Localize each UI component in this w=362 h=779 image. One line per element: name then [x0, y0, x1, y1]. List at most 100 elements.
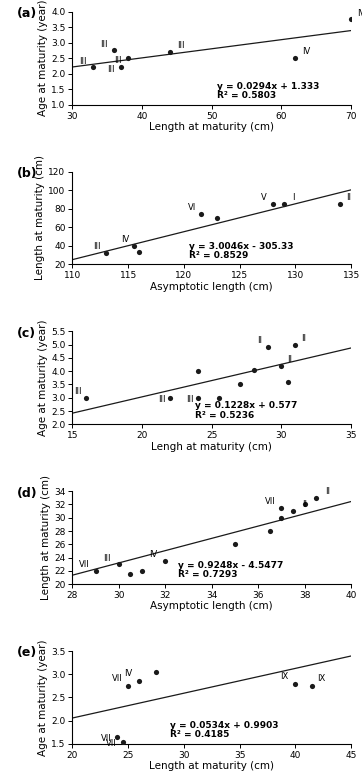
Point: [313, 492, 319, 504]
Text: III: III: [104, 554, 111, 562]
Text: y = 3.0046x - 305.33: y = 3.0046x - 305.33: [189, 241, 294, 251]
Y-axis label: Age at maturity (year): Age at maturity (year): [38, 319, 48, 436]
Point: [111, 44, 117, 57]
Text: R² = 0.5803: R² = 0.5803: [217, 91, 277, 100]
Point: [93, 565, 98, 577]
Text: y = 0.9248x - 4.5477: y = 0.9248x - 4.5477: [178, 561, 284, 570]
Point: [103, 247, 109, 259]
X-axis label: Lengh at maturity (cm): Lengh at maturity (cm): [151, 442, 272, 452]
Text: (c): (c): [17, 326, 36, 340]
Point: [292, 52, 298, 65]
Text: II: II: [346, 192, 352, 202]
Text: IV: IV: [121, 234, 129, 244]
Point: [337, 198, 343, 210]
Point: [292, 338, 298, 351]
Text: II: II: [257, 337, 262, 345]
X-axis label: Length at maturity (cm): Length at maturity (cm): [149, 122, 274, 132]
Point: [232, 538, 238, 551]
Point: [195, 365, 201, 377]
Point: [237, 379, 243, 391]
Text: IX: IX: [280, 671, 289, 681]
Text: VII: VII: [111, 674, 122, 683]
Point: [214, 212, 220, 224]
Point: [136, 675, 142, 687]
Point: [302, 499, 308, 511]
Point: [131, 240, 136, 252]
Text: (d): (d): [17, 487, 37, 499]
Text: R² = 0.8529: R² = 0.8529: [189, 251, 249, 260]
Text: (e): (e): [17, 647, 37, 659]
Text: II: II: [325, 487, 331, 496]
Text: VII: VII: [101, 734, 111, 743]
Point: [348, 13, 354, 26]
Text: R² = 0.7293: R² = 0.7293: [178, 570, 238, 580]
Text: VII: VII: [265, 497, 275, 506]
Text: VII: VII: [106, 738, 117, 748]
X-axis label: Length at maturity (cm): Length at maturity (cm): [149, 761, 274, 771]
Point: [309, 679, 315, 692]
Text: (b): (b): [17, 167, 37, 180]
Point: [90, 62, 96, 74]
Point: [139, 565, 145, 577]
Text: III: III: [74, 387, 82, 396]
Text: IV: IV: [124, 669, 132, 679]
Point: [279, 360, 285, 372]
Point: [114, 731, 120, 743]
Text: y = 0.0534x + 0.9903: y = 0.0534x + 0.9903: [170, 721, 278, 730]
Point: [127, 568, 133, 580]
Y-axis label: Age at maturity (year): Age at maturity (year): [38, 640, 48, 756]
Text: R² = 0.5236: R² = 0.5236: [195, 411, 254, 420]
Point: [125, 52, 131, 65]
Text: III: III: [158, 395, 165, 404]
Point: [167, 392, 173, 404]
Point: [116, 558, 122, 570]
Text: IX: IX: [317, 674, 325, 683]
Text: y = 0.0294x + 1.333: y = 0.0294x + 1.333: [217, 82, 320, 90]
Text: I: I: [292, 192, 294, 202]
Text: V: V: [261, 192, 267, 202]
Text: y = 0.1228x + 0.577: y = 0.1228x + 0.577: [195, 401, 298, 411]
Text: (a): (a): [17, 7, 37, 20]
Text: IV: IV: [302, 48, 310, 56]
Point: [195, 392, 201, 404]
Y-axis label: Age at maturity (year): Age at maturity (year): [38, 0, 48, 116]
Text: III: III: [93, 242, 101, 251]
Text: VI: VI: [188, 203, 196, 212]
Text: III: III: [186, 395, 193, 404]
Point: [84, 392, 89, 404]
Text: II: II: [301, 333, 306, 343]
Point: [278, 512, 284, 524]
Point: [118, 62, 124, 74]
Point: [265, 341, 270, 354]
Text: IV: IV: [150, 550, 158, 559]
Point: [216, 392, 222, 404]
Y-axis label: Length at maturity (cm): Length at maturity (cm): [35, 156, 45, 280]
X-axis label: Asymptotic length (cm): Asymptotic length (cm): [151, 601, 273, 612]
Text: III: III: [114, 56, 121, 65]
Point: [290, 505, 296, 517]
Text: R² = 0.4185: R² = 0.4185: [170, 730, 230, 739]
Text: III: III: [79, 57, 87, 65]
Text: III: III: [100, 40, 108, 48]
X-axis label: Asymptotic length (cm): Asymptotic length (cm): [151, 282, 273, 292]
Point: [278, 502, 284, 514]
Text: IV: IV: [357, 9, 362, 18]
Point: [292, 677, 298, 689]
Point: [270, 198, 276, 210]
Point: [286, 375, 291, 388]
Y-axis label: Length at maturity (cm): Length at maturity (cm): [41, 475, 51, 600]
Point: [281, 198, 287, 210]
Point: [251, 364, 257, 376]
Point: [167, 46, 173, 58]
Text: II: II: [302, 500, 307, 509]
Text: VII: VII: [79, 560, 89, 569]
Text: III: III: [107, 65, 114, 74]
Point: [198, 208, 203, 220]
Text: II: II: [287, 355, 292, 364]
Point: [153, 666, 159, 679]
Point: [163, 555, 168, 567]
Point: [136, 246, 142, 259]
Text: III: III: [177, 41, 184, 50]
Point: [120, 735, 126, 748]
Point: [267, 525, 273, 538]
